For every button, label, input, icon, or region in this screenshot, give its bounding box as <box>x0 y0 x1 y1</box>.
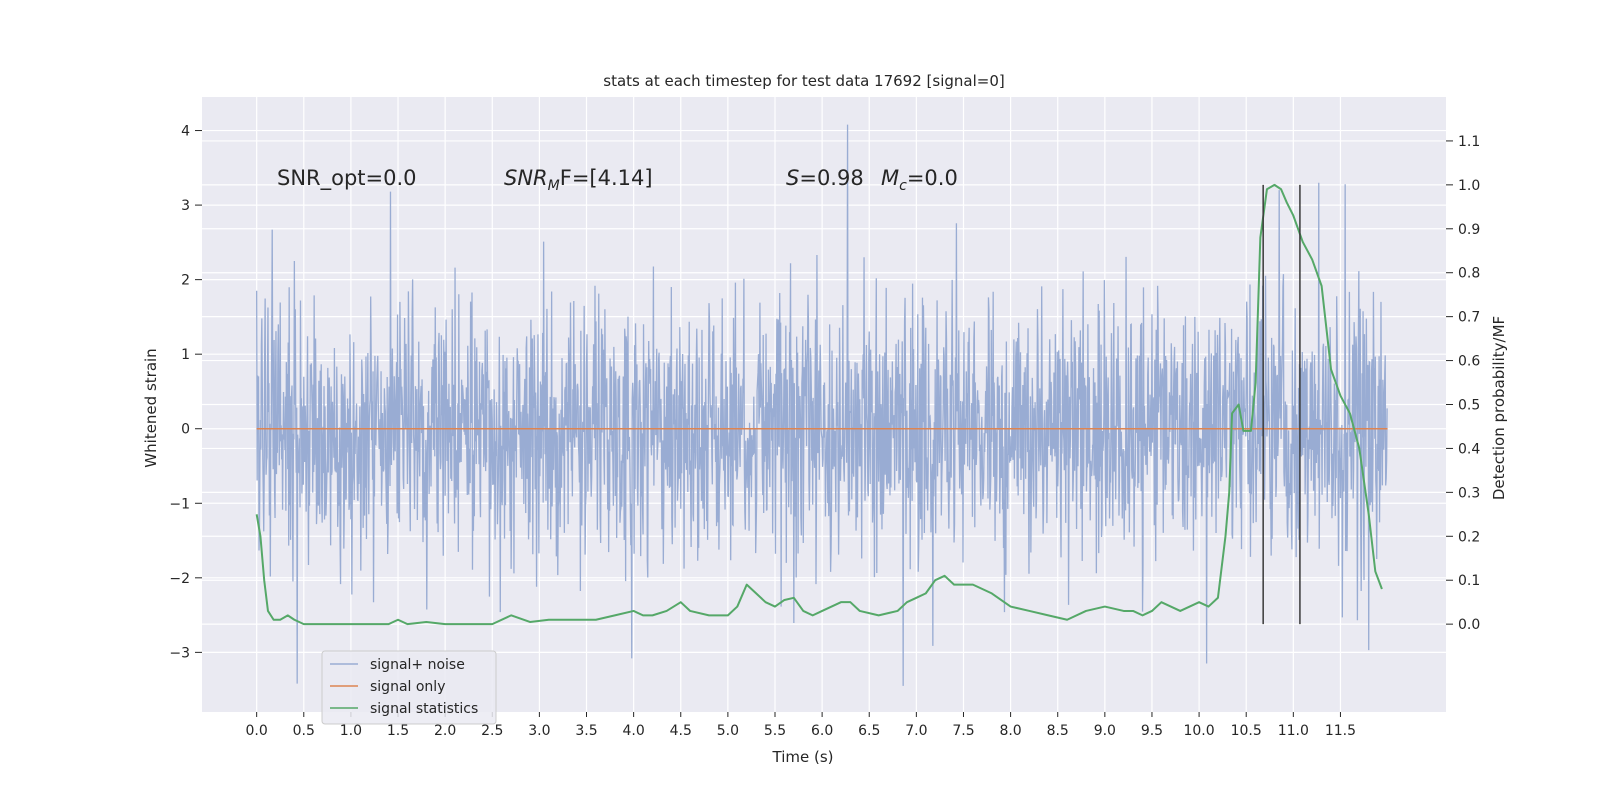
y-left-tick-label: −3 <box>169 645 190 661</box>
annotation-snr-mf-main: SNR <box>504 166 548 190</box>
y-left-tick-label: 4 <box>181 124 190 140</box>
x-tick-label: 8.5 <box>1047 723 1069 739</box>
annotation-snr-mf: SNRMF=[4.14] <box>504 166 653 194</box>
x-tick-label: 7.5 <box>952 723 974 739</box>
x-tick-label: 5.5 <box>764 723 786 739</box>
y-right-tick-label: 0.8 <box>1458 266 1480 282</box>
annotation-snr-mf-sub: M <box>548 178 560 194</box>
legend-label-signal-only: signal only <box>370 679 445 695</box>
y-right-tick-label: 1.1 <box>1458 134 1480 150</box>
x-tick-label: 6.0 <box>811 723 833 739</box>
annotation-s-symbol: S <box>786 166 799 190</box>
y-right-tick-label: 0.3 <box>1458 485 1480 501</box>
x-tick-label: 3.5 <box>575 723 597 739</box>
y-left-tick-label: −1 <box>169 496 190 512</box>
y-axis-left-label: Whitened strain <box>142 348 160 467</box>
annotation-mc-sub: c <box>899 178 907 194</box>
y-left-tick-label: 3 <box>181 198 190 214</box>
signal-noise-line <box>256 124 1388 686</box>
annotation-mc: Mc=0.0 <box>881 166 958 194</box>
y-right-tick-label: 0.0 <box>1458 617 1480 633</box>
y-right-tick-label: 0.7 <box>1458 310 1480 326</box>
annotation-snr-opt: SNR_opt=0.0 <box>277 166 417 191</box>
x-tick-label: 11.5 <box>1325 723 1356 739</box>
y-right-tick-label: 0.1 <box>1458 573 1480 589</box>
x-tick-label: 3.0 <box>528 723 550 739</box>
series-signal-noise <box>256 124 1388 686</box>
x-tick-label: 8.0 <box>999 723 1021 739</box>
x-tick-label: 4.5 <box>670 723 692 739</box>
y-axis-right-label: Detection probability/MF <box>1490 316 1508 500</box>
y-left-tick-label: 0 <box>181 422 190 438</box>
legend-label-signal-statistics: signal statistics <box>370 701 478 717</box>
y-left-tick-label: 1 <box>181 347 190 363</box>
x-tick-label: 11.0 <box>1278 723 1309 739</box>
vertical-markers <box>1262 184 1301 625</box>
x-tick-label: 7.0 <box>905 723 927 739</box>
x-tick-label: 2.0 <box>434 723 456 739</box>
x-tick-label: 10.0 <box>1183 723 1214 739</box>
x-tick-label: 5.0 <box>717 723 739 739</box>
y-axis-right: 0.0 0.1 0.2 0.3 0.4 0.5 0.6 0.7 0.8 0.9 1.0 1.1 <box>1446 134 1480 633</box>
y-right-tick-label: 0.2 <box>1458 529 1480 545</box>
x-tick-label: 1.5 <box>387 723 409 739</box>
annotation-snr-mf-rest: F=[4.14] <box>560 166 653 190</box>
x-tick-label: 2.5 <box>481 723 503 739</box>
annotation-s: S=0.98 <box>786 166 864 190</box>
legend-label-signal-noise: signal+ noise <box>370 657 465 673</box>
x-tick-label: 10.5 <box>1231 723 1262 739</box>
y-right-tick-label: 0.6 <box>1458 354 1480 370</box>
series-signal-statistics <box>255 183 1383 626</box>
y-right-tick-label: 0.5 <box>1458 398 1480 414</box>
signal-statistics-line <box>255 183 1383 626</box>
annotation-s-value: =0.98 <box>799 166 863 190</box>
y-right-tick-label: 0.4 <box>1458 441 1480 457</box>
legend-box <box>321 650 497 725</box>
x-axis-label: Time (s) <box>772 748 834 766</box>
chart-title: stats at each timestep for test data 176… <box>603 72 1004 90</box>
x-tick-label: 9.5 <box>1141 723 1163 739</box>
x-tick-label: 1.0 <box>340 723 362 739</box>
x-tick-label: 4.0 <box>622 723 644 739</box>
x-tick-label: 9.0 <box>1094 723 1116 739</box>
x-tick-label: 0.0 <box>246 723 268 739</box>
y-left-tick-label: −2 <box>169 571 190 587</box>
x-axis: 0.0 0.5 1.0 1.5 2.0 2.5 3.0 3.5 4.0 4.5 5.0 5.5 6.0 6… <box>246 712 1356 739</box>
annotation-mc-main: M <box>881 166 899 190</box>
x-tick-label: 0.5 <box>293 723 315 739</box>
x-tick-label: 6.5 <box>858 723 880 739</box>
annotation-mc-value: =0.0 <box>907 166 958 190</box>
y-left-tick-label: 2 <box>181 273 190 289</box>
y-right-tick-label: 0.9 <box>1458 222 1480 238</box>
y-right-tick-label: 1.0 <box>1458 178 1480 194</box>
legend: signal+ noise signal only signal statist… <box>321 650 497 725</box>
y-axis-left: −3 −2 −1 0 1 2 3 4 <box>169 124 202 661</box>
